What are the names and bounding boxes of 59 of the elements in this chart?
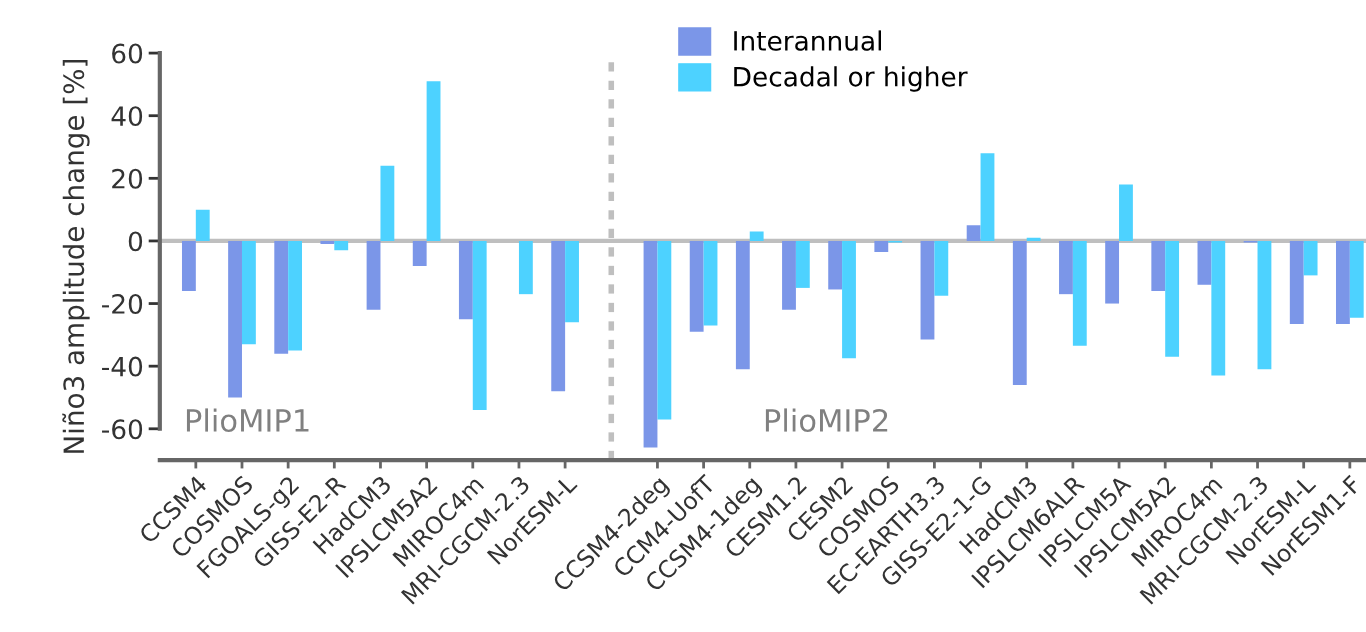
bar <box>980 153 995 241</box>
bar <box>966 225 981 241</box>
bar <box>472 240 487 410</box>
bar <box>1012 240 1027 385</box>
bar <box>782 240 796 310</box>
bar <box>1059 240 1073 295</box>
bar <box>1257 240 1272 370</box>
bar <box>1105 240 1120 304</box>
bar <box>241 240 256 345</box>
bar <box>426 81 441 241</box>
bar <box>1151 240 1166 292</box>
bar <box>920 240 935 340</box>
annotation: PlioMIP1 <box>186 408 309 433</box>
bar <box>551 240 566 392</box>
annotation: PlioMIP2 <box>765 408 888 433</box>
bar <box>366 240 381 310</box>
bar <box>228 240 242 398</box>
y-tick-label: 20 <box>112 168 143 189</box>
bar <box>1119 184 1133 241</box>
bar <box>1211 240 1226 376</box>
bar <box>874 240 889 252</box>
bar <box>288 240 302 351</box>
y-tick-label: 0 <box>128 231 143 252</box>
y-tick-label: -40 <box>102 356 143 377</box>
bar <box>1349 240 1364 318</box>
bar <box>1303 240 1318 276</box>
y-tick-label: 60 <box>112 43 143 64</box>
y-tick-label: -20 <box>102 293 143 314</box>
bar <box>274 240 289 354</box>
bar <box>1072 240 1087 346</box>
bar <box>1197 240 1212 285</box>
legend-label: Decadal or higher <box>734 66 968 92</box>
bar <box>703 240 718 326</box>
bar <box>735 240 750 370</box>
y-tick-label: -60 <box>102 419 143 440</box>
bar <box>565 240 579 323</box>
legend-label: Interannual <box>734 30 881 51</box>
bar <box>1336 240 1350 324</box>
bar <box>412 240 427 266</box>
bar <box>1289 240 1304 324</box>
bar <box>749 231 764 241</box>
bar <box>934 240 949 296</box>
y-tick-label: 40 <box>111 106 143 127</box>
bar <box>334 240 349 251</box>
bar <box>458 240 473 320</box>
bar <box>1026 237 1041 241</box>
bar <box>795 240 810 288</box>
bar <box>518 240 533 295</box>
bar <box>320 240 335 245</box>
bar <box>380 165 395 241</box>
bar <box>643 240 658 448</box>
y-axis-title: Niño3 amplitude change [%] <box>62 60 90 453</box>
bar <box>195 209 210 241</box>
bar <box>828 240 843 290</box>
bar <box>657 240 672 420</box>
bar <box>181 240 196 292</box>
bar <box>689 240 704 332</box>
bar <box>842 240 856 359</box>
bar <box>1165 240 1180 357</box>
